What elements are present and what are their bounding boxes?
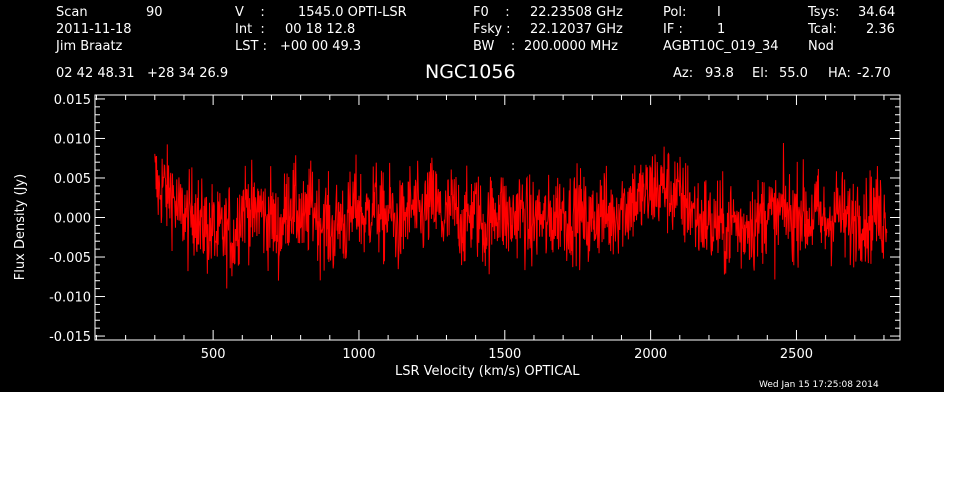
fsky-label: Fsky : bbox=[473, 22, 511, 37]
x-tick-label: 1000 bbox=[342, 347, 375, 362]
int-label: Int : bbox=[235, 22, 265, 37]
plot-frame bbox=[94, 94, 901, 341]
tcal-value: 2.36 bbox=[866, 22, 895, 37]
int-value: 00 18 12.8 bbox=[285, 22, 356, 37]
coordinates: 02 42 48.31 +28 34 26.9 bbox=[56, 66, 229, 81]
pol-value: I bbox=[717, 5, 721, 20]
bw-value: 200.0000 MHz bbox=[524, 39, 618, 54]
lst-label: LST : bbox=[235, 39, 267, 54]
if-value: 1 bbox=[717, 22, 726, 37]
y-tick-label: 0.010 bbox=[54, 132, 91, 147]
project-label: AGBT10C_019_34 bbox=[663, 39, 779, 54]
x-axis-label: LSR Velocity (km/s) OPTICAL bbox=[395, 364, 580, 379]
x-tick-label: 1500 bbox=[488, 347, 521, 362]
if-label: IF : bbox=[663, 22, 683, 37]
timestamp: Wed Jan 15 17:25:08 2014 bbox=[759, 380, 879, 390]
x-tick-label: 2000 bbox=[634, 347, 667, 362]
pol-label: Pol: bbox=[663, 5, 687, 20]
y-tick-label: 0.015 bbox=[54, 93, 91, 108]
tsys-label: Tsys: bbox=[808, 5, 840, 20]
date-label: 2011-11-18 bbox=[56, 22, 132, 37]
ha-value: -2.70 bbox=[857, 66, 891, 81]
az-label: Az: bbox=[673, 66, 694, 81]
bw-label: BW : bbox=[473, 39, 516, 54]
observer-label: Jim Braatz bbox=[56, 39, 123, 54]
f0-value: 22.23508 GHz bbox=[530, 5, 623, 20]
y-tick-label: -0.015 bbox=[49, 330, 91, 345]
tcal-label: Tcal: bbox=[808, 22, 837, 37]
scan-value: 90 bbox=[146, 5, 163, 20]
x-tick-label: 2500 bbox=[780, 347, 813, 362]
ha-label: HA: bbox=[828, 66, 851, 81]
spectrum-line bbox=[154, 143, 888, 289]
el-label: El: bbox=[752, 66, 769, 81]
spectrum-plot: 500 1000 1500 2000 2500 -0.015 -0.010 -0.005 0.0… bbox=[49, 93, 901, 362]
lst-value: +00 00 49.3 bbox=[280, 39, 362, 54]
scan-label: Scan bbox=[56, 5, 88, 20]
f0-label: F0 : bbox=[473, 5, 510, 20]
mode-label: Nod bbox=[808, 39, 834, 54]
y-tick-label: 0.005 bbox=[54, 172, 91, 187]
velocity-value: 1545.0 OPTI-LSR bbox=[298, 5, 407, 20]
y-tick-label: -0.010 bbox=[49, 291, 91, 306]
el-value: 55.0 bbox=[779, 66, 808, 81]
az-value: 93.8 bbox=[705, 66, 734, 81]
x-tick-label: 500 bbox=[201, 347, 226, 362]
y-tick-label: -0.005 bbox=[49, 251, 91, 266]
plot-panel: Scan 90 V : 1545.0 OPTI-LSR F0 : 22.2350… bbox=[0, 0, 944, 392]
velocity-label: V : bbox=[235, 5, 265, 20]
source-title: NGC1056 bbox=[425, 61, 516, 83]
fsky-value: 22.12037 GHz bbox=[530, 22, 623, 37]
y-tick-label: 0.000 bbox=[54, 212, 91, 227]
tsys-value: 34.64 bbox=[858, 5, 896, 20]
